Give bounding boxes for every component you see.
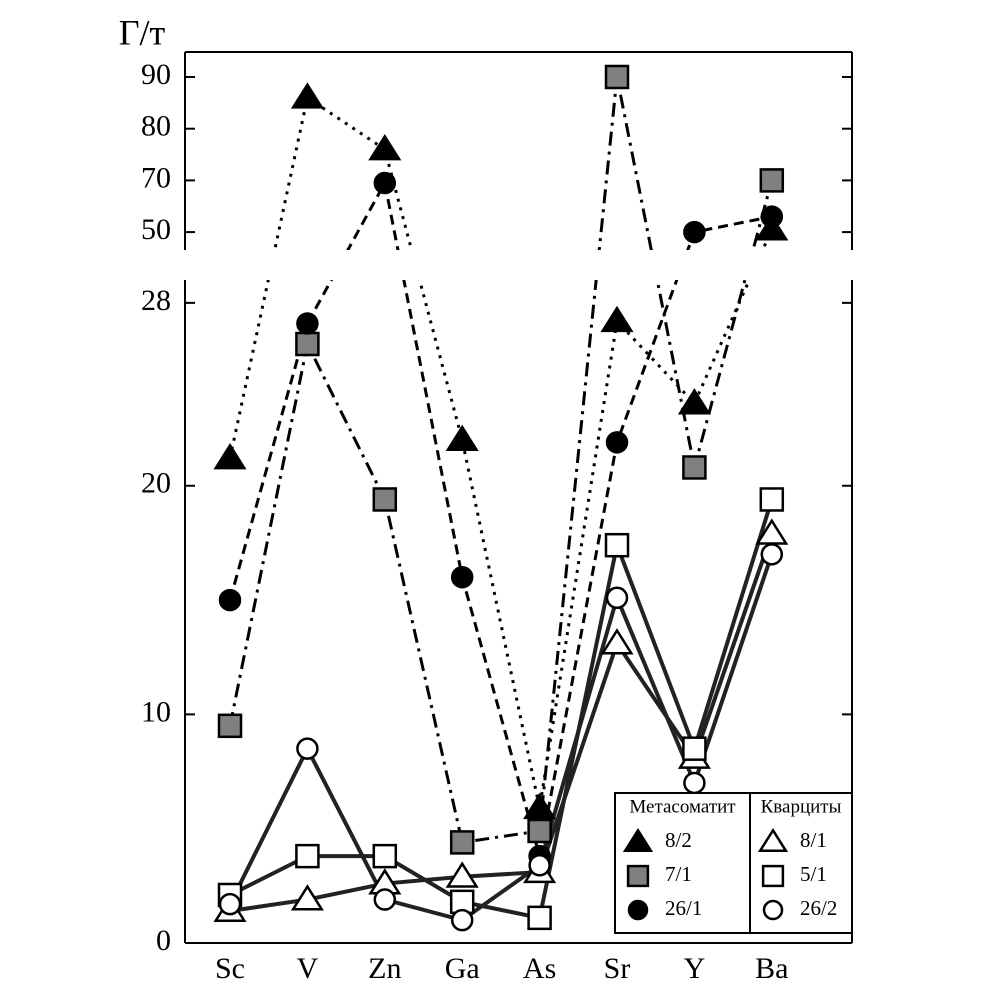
y-tick-label: 80 [141,110,171,143]
marker-square [372,487,398,512]
marker-triangle [445,424,479,452]
legend-marker [761,864,785,888]
marker-square [604,532,630,558]
marker-square [604,64,630,90]
marker-triangle [755,214,789,241]
x-tick-label: Sc [215,952,245,985]
marker-triangle [600,305,634,333]
marker-square [295,331,320,357]
legend-label: 8/1 [800,828,827,852]
marker-triangle [677,388,711,415]
marker-triangle [368,134,402,161]
legend-label: 26/2 [800,896,837,920]
marker-circle [683,220,706,244]
marker-square [449,830,475,855]
x-tick-label: Sr [604,952,631,985]
series-line [228,76,774,845]
legend-marker [757,827,789,853]
marker-circle [373,888,397,911]
legend-marker [622,827,654,853]
marker-circle [528,854,551,877]
marker-triangle [445,861,479,888]
marker-square [759,168,785,193]
legend-label: 26/1 [665,896,702,920]
x-tick-label: Zn [368,952,401,985]
lines [228,76,774,923]
marker-circle [605,586,629,610]
x-tick-label: As [523,952,556,985]
marker-circle [296,737,319,760]
marker-square [217,713,243,739]
marker-triangle [290,82,324,109]
marker-triangle [213,442,247,470]
y-tick-label: 0 [156,924,171,957]
marker-circle [218,588,242,612]
legend-label: 5/1 [800,862,827,886]
marker-square [527,818,552,844]
y-tick-label: 70 [141,161,171,194]
series-line [229,498,774,921]
legend-label: 7/1 [665,862,692,886]
marker-circle [373,171,397,195]
y-tick-label: 20 [141,467,171,500]
frame [184,51,853,944]
marker-square [682,455,707,480]
marker-circle [218,892,242,916]
y-tick-label: 50 [141,213,171,246]
marker-circle [760,543,784,566]
legend-label: 8/2 [665,828,692,852]
marker-circle [450,565,474,589]
marker-square [759,487,785,512]
y-tick-label: 28 [141,284,171,317]
series-line [229,533,774,913]
marker-circle [296,312,319,335]
marker-circle [605,431,629,454]
y-axis-label: Г/т [119,12,166,52]
legend-group-title: Метасоматит [629,796,736,817]
series-line [228,95,774,809]
marker-square [295,843,320,869]
marker-triangle [523,792,557,820]
markers [213,64,789,932]
marker-circle [450,908,474,932]
x-tick-label: Ba [755,952,788,985]
y-tick-label: 10 [141,695,171,728]
legend-marker [762,899,784,921]
x-tick-label: Y [684,952,706,985]
x-tick-label: V [297,952,319,985]
marker-square [682,736,707,761]
legend: Метасоматит 8/2 7/1 26/1 Кварциты 8/1 5/1 26/2 [614,792,853,934]
legend-group-title: Кварциты [761,796,842,817]
y-tick-label: 90 [141,58,171,91]
marker-triangle [290,884,324,911]
marker-square [527,905,552,931]
marker-square [372,843,398,869]
marker-triangle [600,628,634,655]
marker-circle [760,205,784,228]
marker-circle [683,771,706,795]
legend-marker [627,899,649,921]
legend-marker [626,864,650,888]
legend-box [614,792,853,934]
series-line [228,553,774,923]
x-tick-label: Ga [445,952,480,985]
